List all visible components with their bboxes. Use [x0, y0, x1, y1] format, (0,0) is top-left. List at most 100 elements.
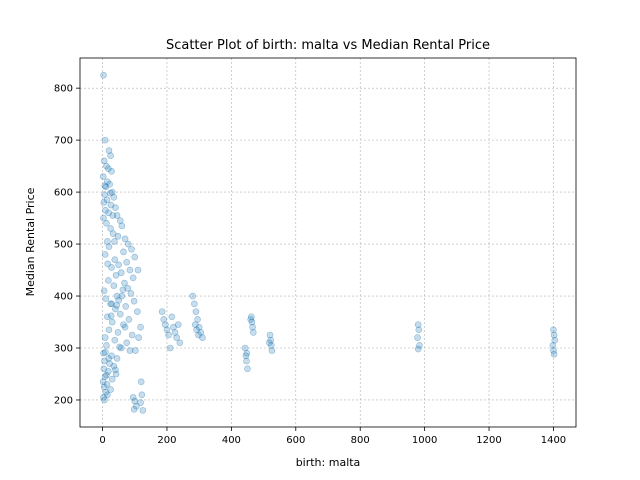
- data-point: [126, 347, 134, 354]
- data-point: [549, 342, 557, 349]
- data-point: [115, 261, 122, 269]
- data-point: [106, 360, 113, 367]
- data-point: [104, 313, 111, 321]
- data-point: [112, 370, 120, 378]
- data-point: [550, 326, 557, 334]
- data-point: [103, 162, 110, 170]
- data-point: [100, 383, 108, 391]
- data-point: [551, 336, 559, 344]
- data-point: [113, 302, 121, 309]
- data-point: [101, 357, 108, 365]
- data-point: [266, 339, 273, 347]
- data-point: [100, 394, 107, 401]
- data-point: [116, 343, 123, 351]
- data-point: [137, 323, 144, 331]
- data-point: [105, 277, 112, 284]
- data-point: [195, 331, 202, 339]
- data-point: [101, 373, 109, 380]
- data-point: [414, 345, 422, 353]
- data-point: [108, 167, 115, 175]
- data-point: [174, 321, 182, 328]
- chart-title: Scatter Plot of birth: malta vs Median R…: [166, 38, 490, 53]
- data-point: [131, 397, 139, 405]
- data-point: [115, 296, 122, 304]
- data-point: [249, 329, 257, 336]
- data-point: [550, 350, 558, 358]
- data-point: [103, 342, 110, 349]
- y-tick-label: 600: [54, 188, 73, 199]
- data-point: [266, 331, 274, 339]
- data-point: [101, 182, 109, 190]
- data-point: [99, 378, 107, 386]
- data-point: [166, 344, 174, 352]
- data-point: [111, 336, 119, 344]
- data-point: [127, 290, 135, 297]
- data-point: [129, 394, 137, 401]
- data-point: [99, 173, 107, 180]
- data-point: [104, 391, 111, 399]
- data-point: [112, 271, 120, 279]
- data-point: [108, 318, 116, 326]
- data-point: [110, 282, 118, 289]
- data-point: [106, 180, 113, 188]
- data-point: [119, 286, 127, 294]
- data-point: [100, 349, 107, 357]
- data-point: [135, 334, 142, 341]
- data-points: [99, 71, 559, 414]
- data-point: [130, 406, 138, 413]
- data-point: [113, 355, 121, 362]
- data-point: [243, 357, 250, 365]
- data-point: [101, 251, 109, 258]
- data-point: [102, 348, 109, 356]
- data-point: [134, 308, 141, 315]
- data-point: [104, 260, 111, 268]
- data-point: [134, 266, 142, 274]
- data-point: [133, 402, 140, 410]
- y-tick-label: 500: [54, 240, 73, 251]
- plot-frame: [79, 57, 577, 428]
- data-point: [125, 316, 133, 323]
- data-point: [100, 365, 108, 373]
- data-point: [101, 334, 109, 341]
- data-point: [132, 347, 139, 354]
- data-point: [243, 349, 251, 357]
- data-point: [105, 165, 112, 172]
- data-point: [241, 344, 249, 352]
- data-point: [242, 352, 250, 360]
- data-point: [105, 368, 112, 375]
- data-point: [118, 292, 126, 300]
- data-point: [137, 399, 144, 406]
- data-point: [102, 183, 110, 191]
- data-point: [113, 212, 121, 219]
- data-point: [125, 240, 132, 248]
- x-tick-label: 800: [351, 435, 370, 446]
- data-point: [165, 331, 172, 339]
- data-point: [160, 316, 168, 323]
- data-point: [112, 366, 119, 374]
- data-point: [248, 318, 256, 326]
- data-point: [101, 136, 109, 144]
- data-point: [114, 232, 122, 240]
- data-point: [171, 329, 179, 336]
- data-point: [128, 331, 136, 339]
- x-tick-label: 1400: [541, 435, 566, 446]
- data-point: [102, 206, 109, 214]
- data-point: [104, 178, 111, 185]
- data-point: [107, 312, 115, 320]
- data-point: [107, 300, 114, 308]
- data-point: [100, 214, 107, 222]
- data-point: [107, 386, 114, 393]
- y-tick-label: 400: [54, 292, 73, 303]
- data-point: [104, 238, 111, 245]
- data-point: [128, 245, 135, 253]
- data-point: [193, 326, 200, 334]
- data-point: [192, 308, 200, 315]
- data-point: [199, 334, 206, 341]
- data-point: [131, 253, 139, 261]
- data-point: [194, 316, 201, 323]
- data-point: [139, 407, 147, 414]
- data-point: [173, 334, 180, 341]
- x-axis-ticks: 0 200 400 600 800 1000 1200 1400: [99, 427, 566, 446]
- data-point: [116, 310, 124, 318]
